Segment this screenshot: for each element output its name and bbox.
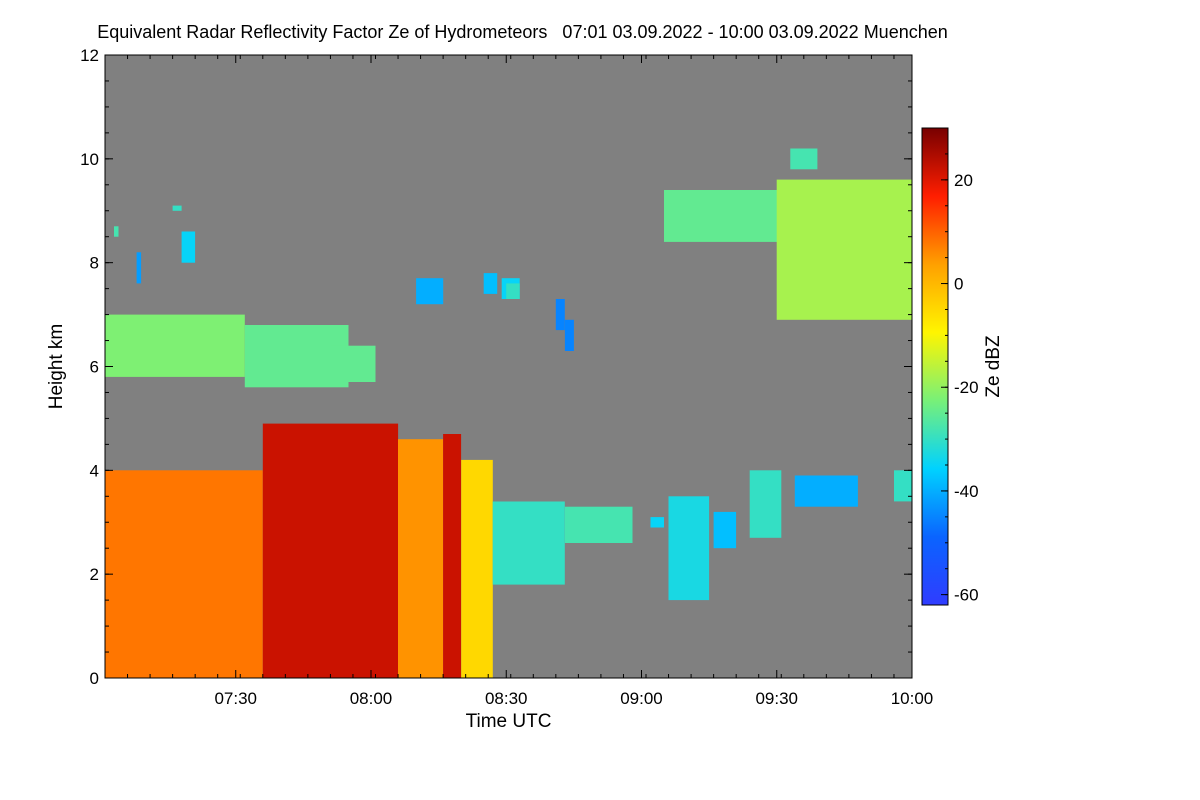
x-tick-label: 09:30 (755, 689, 798, 708)
y-tick-label: 6 (90, 358, 99, 377)
x-axis-title: Time UTC (466, 711, 552, 732)
ze-cell-21 (181, 231, 196, 263)
ze-cell-13 (749, 470, 782, 538)
ze-cell-27 (483, 273, 498, 294)
chart-title: Equivalent Radar Reflectivity Factor Ze … (97, 22, 948, 42)
x-tick-label: 08:00 (350, 689, 393, 708)
ze-cell-11 (668, 496, 710, 601)
ze-cell-5 (398, 439, 444, 678)
x-tick-label: 08:30 (485, 689, 528, 708)
ze-cell-9 (564, 506, 633, 543)
ze-cell-10 (650, 517, 664, 528)
ze-cell-14 (794, 475, 858, 507)
colorbar-title: Ze dBZ (983, 335, 1004, 398)
ze-cell-3 (105, 470, 263, 678)
y-tick-label: 8 (90, 254, 99, 273)
colorbar-tick-label: 0 (954, 275, 963, 294)
ze-cell-23 (416, 278, 444, 305)
x-tick-label: 10:00 (891, 689, 934, 708)
ze-cell-8 (492, 501, 565, 585)
colorbar-tick-label: 20 (954, 171, 973, 190)
colorbar-tick-label: -60 (954, 586, 979, 605)
ze-cell-22 (172, 205, 182, 211)
ze-cell-20 (136, 252, 142, 284)
ze-cell-28 (506, 283, 520, 299)
ze-cell-12 (713, 511, 737, 549)
colorbar-tick-label: -20 (954, 378, 979, 397)
colorbar (921, 127, 949, 606)
ze-cell-7 (461, 459, 493, 678)
ze-cell-15 (894, 470, 912, 502)
y-tick-label: 4 (90, 461, 99, 480)
ze-cell-2 (330, 345, 376, 382)
y-tick-label: 0 (90, 669, 99, 688)
ze-cell-0 (105, 314, 245, 377)
ze-cell-26 (564, 319, 574, 351)
ze-cell-17 (776, 179, 912, 320)
ze-cell-4 (262, 423, 399, 678)
y-tick-label: 10 (80, 150, 99, 169)
ze-cell-25 (555, 299, 565, 331)
x-tick-label: 07:30 (214, 689, 257, 708)
colorbar-tick-label: -40 (954, 482, 979, 501)
ze-cell-6 (443, 434, 462, 678)
ze-cell-18 (790, 148, 818, 170)
y-axis-title: Height km (46, 324, 67, 410)
x-tick-label: 09:00 (620, 689, 663, 708)
ze-cell-19 (114, 226, 119, 237)
y-tick-label: 12 (80, 46, 99, 65)
y-tick-label: 2 (90, 565, 99, 584)
